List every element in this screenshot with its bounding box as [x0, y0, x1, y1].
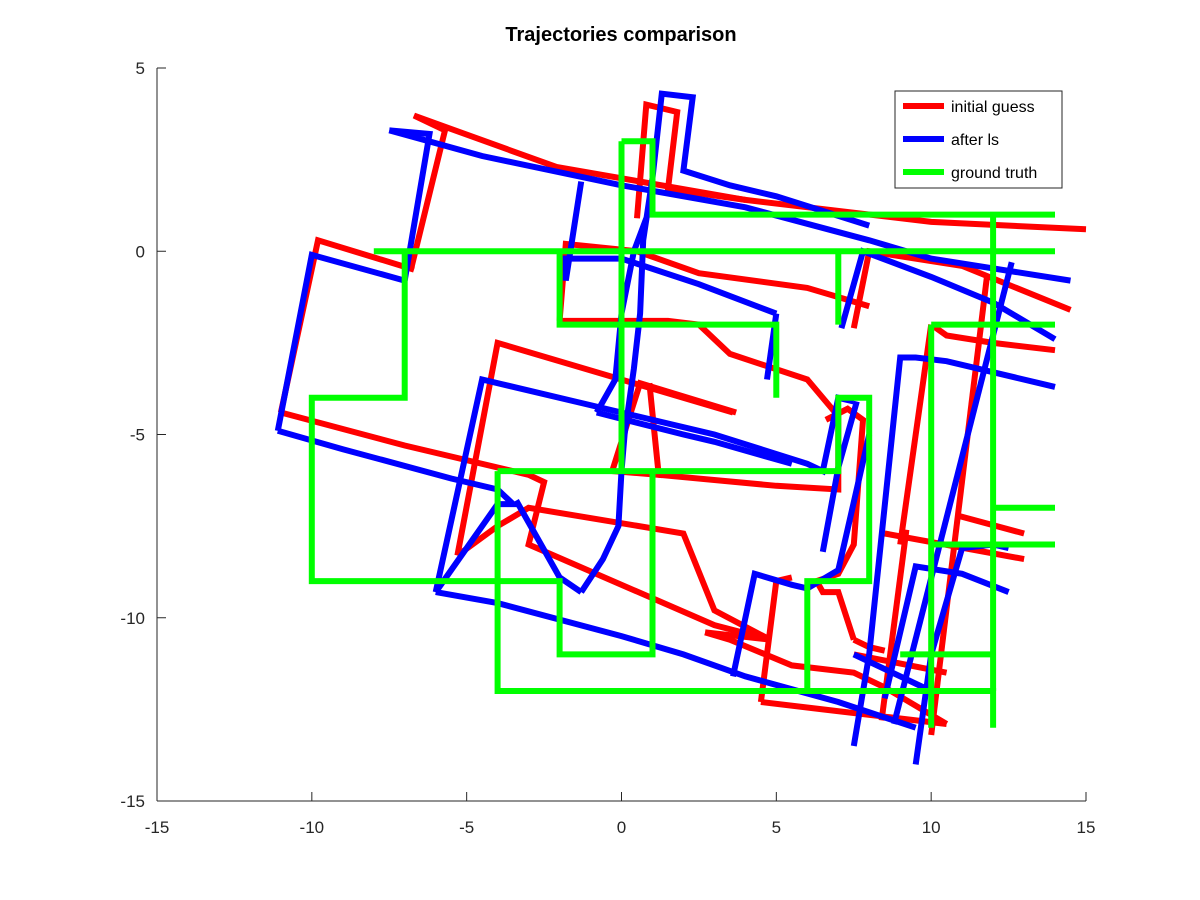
series-1-segment-13	[838, 247, 1057, 342]
y-tick-label: 0	[136, 242, 145, 261]
legend-label: ground truth	[951, 165, 1037, 182]
series-1-segment-3	[276, 427, 521, 508]
series-2-segment-5	[621, 138, 1055, 218]
plot-area	[274, 90, 1087, 765]
y-tick-label: -15	[120, 792, 145, 811]
series-0-segment-14	[955, 512, 1025, 537]
series-2-segment-6	[556, 251, 780, 398]
series-2-segment-3	[494, 471, 997, 728]
x-tick-label: 5	[772, 818, 781, 837]
series-2-segment-2	[497, 394, 873, 691]
series-0-segment-0	[407, 112, 1087, 271]
series-0-segment-2	[280, 409, 771, 643]
y-tick-label: -10	[120, 609, 145, 628]
series-0-segment-4	[455, 504, 772, 643]
x-tick-label: -5	[459, 818, 474, 837]
x-tick-label: 15	[1077, 818, 1096, 837]
series-1-segment-16	[850, 354, 1056, 747]
y-ticks: -15 -10 -5 0 5	[120, 59, 166, 811]
x-tick-label: -15	[145, 818, 170, 837]
series-1-segment-7	[513, 499, 583, 595]
series-1-segment-10	[595, 409, 793, 467]
legend: initial guess after ls ground truth	[894, 90, 1063, 189]
series-1-segment-15	[730, 433, 873, 678]
series-1-segment-0	[388, 127, 1071, 284]
series-1-segment-1	[389, 127, 433, 282]
x-tick-label: 10	[922, 818, 941, 837]
x-tick-label: 0	[617, 818, 626, 837]
series-0-segment-20	[760, 699, 947, 727]
legend-label: initial guess	[951, 99, 1035, 116]
x-tick-label: -10	[300, 818, 325, 837]
y-tick-label: 5	[136, 59, 145, 78]
series-0-segment-13	[928, 276, 990, 736]
chart-title: Trajectories comparison	[505, 24, 736, 46]
series-0-segment-11	[929, 322, 1056, 354]
series-1-segment-2	[274, 251, 406, 432]
series-2-segment-1	[308, 251, 656, 658]
series-1-segment-4	[433, 502, 501, 594]
x-ticks: -15 -10 -5 0 5 10 15	[145, 792, 1096, 837]
series-1-segment-11	[562, 181, 778, 317]
y-tick-label: -5	[130, 426, 145, 445]
legend-label: after ls	[951, 132, 999, 149]
series-0-segment-10	[850, 247, 1072, 329]
series-ground-truth	[308, 138, 1055, 728]
series-1-segment-8	[578, 90, 871, 594]
series-1-segment-20	[852, 651, 933, 694]
series-1-segment-19	[881, 562, 1010, 700]
